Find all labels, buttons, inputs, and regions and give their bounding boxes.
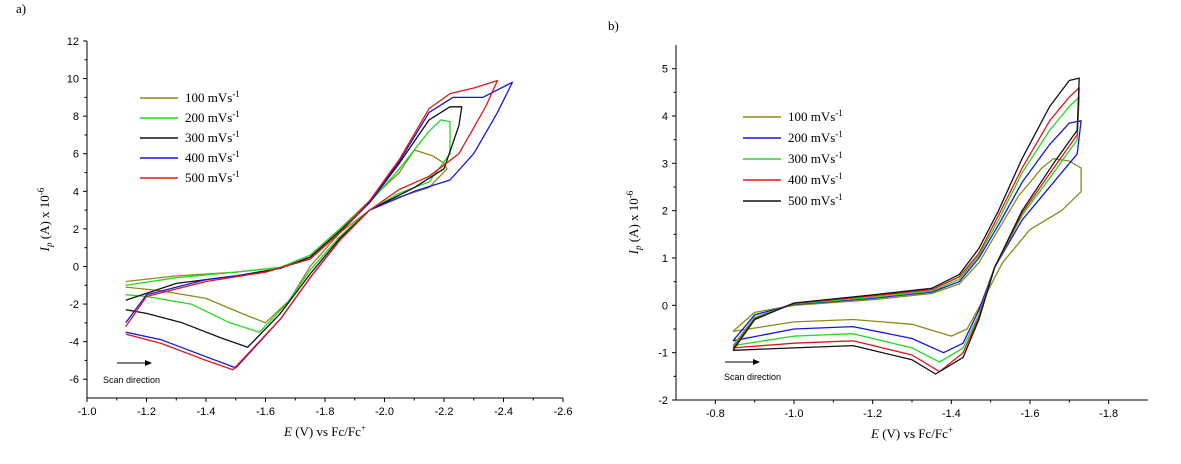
- y-tick-label: 2: [662, 206, 668, 218]
- y-tick-label: -2: [69, 299, 79, 311]
- series-line-100-mvs: [732, 157, 1082, 337]
- series-line-200-mvs: [125, 119, 451, 333]
- x-tick-label: -1.4: [197, 406, 216, 418]
- y-tick-label: 0: [662, 300, 668, 312]
- legend-label: 500 mVs-1: [788, 192, 843, 208]
- chart-panel-a: a) -1.0 -1.2 -1.4 -1.6 -1.8 -2.0 -2.2 -2.4 -2.6 -6…: [16, 1, 572, 439]
- x-tick-label: -1.2: [137, 406, 156, 418]
- series-line-300-mvs: [732, 96, 1080, 363]
- series-line-200-mvs: [732, 120, 1082, 354]
- legend-label: 200 mVs-1: [788, 129, 843, 145]
- y-tick-label: -1: [658, 348, 668, 360]
- x-axis-title: E (V) vs Fc/Fc+: [870, 425, 953, 441]
- x-tick-label: -1.8: [316, 406, 335, 418]
- panel-label: b): [608, 18, 619, 33]
- y-tick-label: 10: [67, 74, 79, 86]
- x-tick-label: -1.6: [256, 406, 275, 418]
- x-tick-label: -1.6: [1021, 408, 1040, 420]
- y-tick-label: -6: [69, 374, 79, 386]
- y-tick-label: 8: [73, 111, 79, 123]
- legend: 100 mVs-1 200 mVs-1 300 mVs-1 400 mVs-1 500 …: [743, 108, 843, 208]
- chart-panel-b: b) -0.8 -1.0 -1.2 -1.4 -1.6 -1.8 -2 -1 0 1 2 3 4 5 E (V…: [608, 18, 1148, 441]
- x-axis-title: E (V) vs Fc/Fc+: [283, 423, 366, 439]
- x-tick-label: -1.0: [78, 406, 97, 418]
- y-tick-label: 5: [662, 64, 668, 76]
- y-tick-label: 4: [73, 186, 79, 198]
- legend-label: 400 mVs-1: [788, 171, 843, 187]
- legend-label: 500 mVs-1: [185, 169, 240, 185]
- y-tick-label: 3: [662, 158, 668, 170]
- y-axis-title: Ip (A) x 10-6: [625, 190, 643, 255]
- arrow-head-icon: [753, 359, 760, 365]
- y-tick-label: -2: [658, 395, 668, 407]
- scan-direction-label: Scan direction: [103, 375, 160, 385]
- x-tick-label: -2.0: [375, 406, 394, 418]
- legend-label: 100 mVs-1: [788, 108, 843, 124]
- x-tick-label: -2.2: [435, 406, 454, 418]
- y-tick-label: 0: [73, 261, 79, 273]
- series-line-500-mvs: [125, 79, 499, 371]
- legend: 100 mVs-1 200 mVs-1 300 mVs-1 400 mVs-1 500 …: [140, 89, 240, 185]
- x-tick-label: -1.8: [1099, 408, 1118, 420]
- legend-label: 200 mVs-1: [185, 109, 240, 125]
- panel-label: a): [16, 1, 26, 16]
- x-tick-label: -1.2: [863, 408, 882, 420]
- series-line-400-mvs: [125, 81, 514, 369]
- y-tick-label: 6: [73, 149, 79, 161]
- series-line-400-mvs: [732, 86, 1080, 373]
- arrow-head-icon: [145, 360, 152, 366]
- y-tick-label: 1: [662, 253, 668, 265]
- y-axis-title: Ip (A) x 10-6: [36, 187, 54, 252]
- y-tick-label: 4: [662, 111, 668, 123]
- x-tick-label: -1.4: [942, 408, 961, 420]
- legend-label: 300 mVs-1: [185, 129, 240, 145]
- series-line-500-mvs: [732, 77, 1080, 375]
- scan-direction-label: Scan direction: [724, 372, 781, 382]
- series-line-300-mvs: [125, 106, 463, 348]
- series-line-100-mvs: [125, 149, 448, 324]
- legend-label: 300 mVs-1: [788, 150, 843, 166]
- legend-label: 100 mVs-1: [185, 89, 240, 105]
- x-tick-label: -0.8: [706, 408, 725, 420]
- x-tick-label: -2.4: [494, 406, 513, 418]
- y-tick-label: -4: [69, 337, 79, 349]
- y-tick-label: 12: [67, 36, 79, 48]
- x-tick-label: -1.0: [785, 408, 804, 420]
- y-tick-label: 2: [73, 224, 79, 236]
- x-tick-label: -2.6: [554, 406, 573, 418]
- legend-label: 400 mVs-1: [185, 149, 240, 165]
